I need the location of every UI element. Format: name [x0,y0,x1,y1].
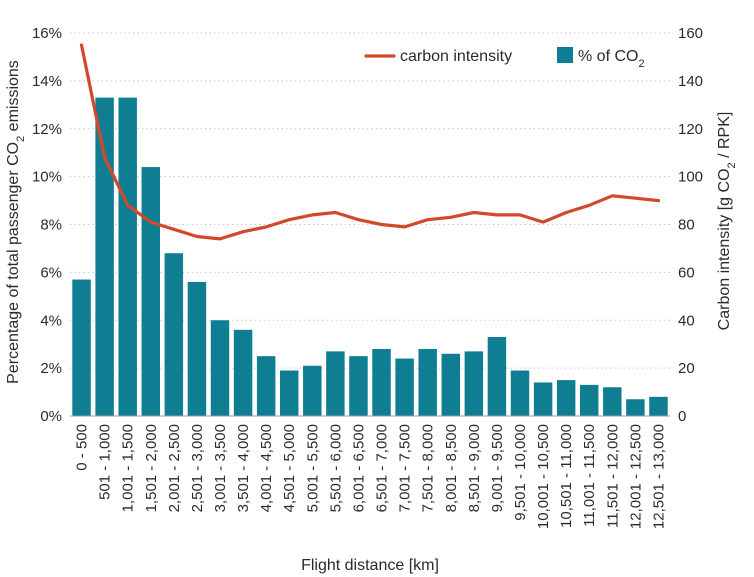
bar-2-001-2-500 [164,253,184,416]
left-tick-label: 10% [32,169,62,186]
x-tick-label: 3,001 - 3,500 [212,424,229,512]
bars-group [72,97,668,416]
x-tick-label: 2,501 - 3,000 [189,424,206,512]
left-y-axis-title: Percentage of total passenger CO2 emissi… [5,60,27,384]
x-tick-label: 9,501 - 10,000 [512,424,529,521]
bar-7-001-7-500 [395,358,414,416]
left-y-axis: 0% 2% 4% 6% 8% 10% 12% 14% 16% [32,25,62,425]
bar-1-501-2-000 [141,167,160,416]
bar-0-500 [72,279,91,416]
legend: carbon intensity % of CO2 [364,47,645,70]
x-tick-label: 9,001 - 9,500 [489,424,506,512]
x-tick-label: 2,001 - 2,500 [166,424,183,512]
left-tick-label: 2% [40,360,62,377]
x-axis: 0 - 500 501 - 1,000 1,001 - 1,500 1,501 - 2… [74,424,668,529]
x-tick-label: 6,501 - 7,000 [374,424,391,512]
bar-8-501-9-000 [464,351,484,416]
legend-bar-label: % of CO2 [578,48,645,70]
x-tick-label: 11,501 - 12,000 [604,424,621,528]
bar-12-001-12-500 [626,399,645,416]
x-tick-label: 8,001 - 8,500 [443,424,460,512]
x-tick-label: 3,501 - 4,000 [235,424,252,512]
right-tick-label: 140 [678,73,703,90]
x-tick-label: 11,001 - 11,500 [581,424,598,527]
right-tick-label: 40 [678,312,695,329]
bar-7-501-8-000 [418,348,437,416]
x-tick-label: 10,501 - 11,000 [558,424,575,528]
left-tick-label: 8% [40,217,62,234]
bar-5-001-5-500 [303,365,322,416]
bar-6-501-7-000 [372,348,391,416]
right-tick-label: 0 [678,408,686,425]
left-tick-label: 16% [32,25,62,42]
x-tick-label: 0 - 500 [74,424,91,471]
right-tick-label: 100 [678,169,703,186]
legend-bar-swatch [557,47,573,63]
x-tick-label: 501 - 1,000 [97,424,114,500]
x-tick-label: 4,501 - 5,000 [281,424,298,512]
x-tick-label: 4,001 - 4,500 [258,424,275,512]
bar-9-001-9-500 [487,337,507,416]
bar-12-501-13-000 [649,396,668,416]
right-tick-label: 80 [678,217,695,234]
x-tick-label: 1,501 - 2,000 [143,424,160,512]
legend-line-label: carbon intensity [400,48,512,65]
left-tick-label: 6% [40,264,62,281]
x-axis-title: Flight distance [km] [301,557,439,574]
left-tick-label: 12% [32,121,62,138]
x-tick-label: 5,501 - 6,000 [327,424,344,512]
bar-11-501-12-000 [603,387,622,416]
bar-5-501-6-000 [326,351,345,416]
right-tick-label: 20 [678,360,695,377]
x-tick-label: 6,001 - 6,500 [351,424,368,512]
bar-9-501-10-000 [510,370,530,416]
x-tick-label: 7,501 - 8,000 [420,424,437,512]
bar-501-1-000 [95,97,114,416]
left-tick-label: 4% [40,312,62,329]
bar-10-501-11-000 [556,380,576,416]
x-tick-label: 1,001 - 1,500 [120,424,137,512]
x-tick-label: 7,001 - 7,500 [397,424,414,512]
bar-3-501-4-000 [233,329,253,416]
x-tick-label: 5,001 - 5,500 [304,424,321,512]
bar-3-001-3-500 [210,320,230,416]
x-tick-label: 8,501 - 9,000 [466,424,483,512]
x-tick-label: 10,001 - 10,500 [535,424,552,529]
bar-4-001-4-500 [256,356,276,416]
right-tick-label: 120 [678,121,703,138]
left-tick-label: 0% [40,408,62,425]
left-tick-label: 14% [32,73,62,90]
bar-1-001-1-500 [118,97,137,416]
right-tick-label: 60 [678,264,695,281]
x-tick-label: 12,501 - 13,000 [651,424,668,529]
right-tick-label: 160 [678,25,703,42]
bar-10-001-10-500 [533,382,553,416]
bar-11-001-11-500 [580,384,599,416]
bar-2-501-3-000 [187,281,207,416]
carbon-intensity-line [79,43,661,241]
bar-6-001-6-500 [349,356,368,416]
bar-8-001-8-500 [441,353,460,416]
bar-4-501-5-000 [280,370,299,416]
x-tick-label: 12,001 - 12,500 [627,424,644,529]
right-y-axis-title: Carbon intensity [g CO2 / RPK] [716,112,738,331]
right-y-axis: 0 20 40 60 80 100 120 140 160 [678,25,703,425]
